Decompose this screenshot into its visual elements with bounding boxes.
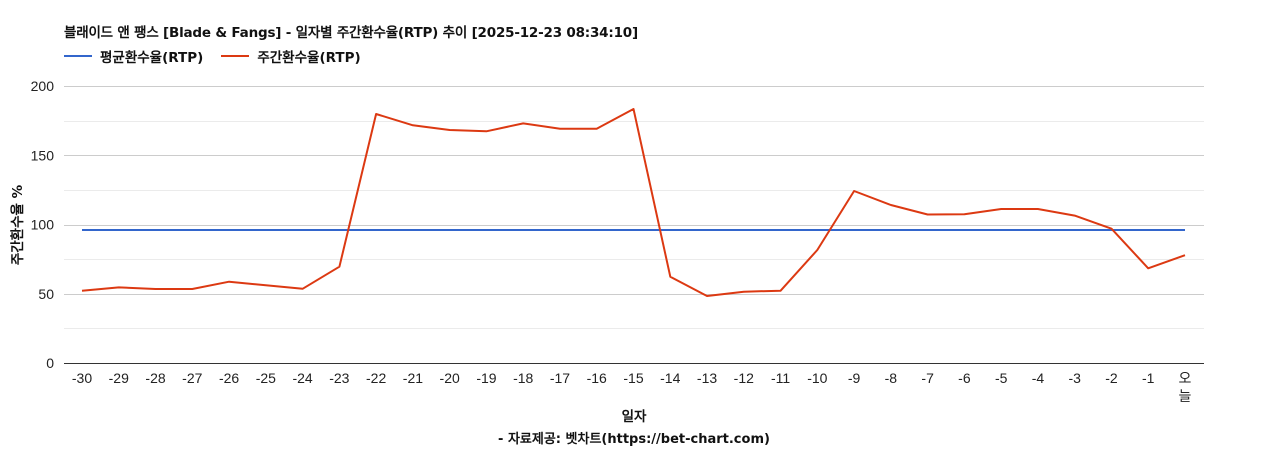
legend: 평균환수율(RTP) 주간환수율(RTP) (64, 46, 379, 66)
x-tick-label: -17 (550, 370, 570, 386)
series-line[interactable] (81, 108, 1186, 297)
data-source-credit: - 자료제공: 벳차트(https://bet-chart.com) (498, 432, 770, 447)
y-tick-label: 200 (31, 78, 55, 94)
x-tick-label: -29 (109, 370, 129, 386)
y-tick-label: 50 (38, 286, 54, 302)
x-tick-label: -24 (292, 370, 312, 386)
x-axis-label: 일자 (621, 409, 647, 425)
x-tick-label: -14 (660, 370, 680, 386)
legend-swatch-red-icon (221, 55, 250, 57)
x-tick-label: -1 (1142, 370, 1155, 386)
y-axis-ticks: 0 50 100 150 200 (31, 78, 55, 371)
x-tick-label: -7 (921, 370, 934, 386)
x-tick-label: -21 (403, 370, 423, 386)
y-tick-label: 150 (31, 147, 55, 163)
x-tick-label: -18 (513, 370, 533, 386)
x-tick-label: -16 (587, 370, 607, 386)
x-tick-label: -20 (440, 370, 460, 386)
x-tick-label: -26 (219, 370, 239, 386)
x-tick-label: -27 (182, 370, 202, 386)
data-series (81, 108, 1186, 297)
x-tick-label: -4 (1032, 370, 1045, 386)
x-axis-ticks: -30 -29 -28 -27 -26 -25 -24 -23 -22 -21 -20 -19 -18 -… (72, 370, 1192, 404)
legend-swatch-blue-icon (64, 55, 92, 57)
x-tick-label: -5 (995, 370, 1008, 386)
y-axis-label: 주간환수율 % (10, 184, 26, 266)
x-tick-label: -19 (476, 370, 496, 386)
x-tick-label: -12 (734, 370, 754, 386)
x-tick-label: -22 (366, 370, 386, 386)
x-tick-label: -6 (958, 370, 971, 386)
x-tick-label: -2 (1105, 370, 1118, 386)
x-tick-label: -3 (1068, 370, 1081, 386)
chart-title: 블래이드 앤 팽스 [Blade & Fangs] - 일자별 주간환수율(RT… (64, 25, 638, 41)
x-tick-label: -9 (848, 370, 861, 386)
x-tick-label: -8 (885, 370, 898, 386)
x-tick-label: -10 (807, 370, 827, 386)
x-tick-label: -30 (72, 370, 92, 386)
x-tick-label: -28 (145, 370, 165, 386)
x-tick-label: -13 (697, 370, 717, 386)
x-tick-label: -25 (256, 370, 276, 386)
legend-item-average-rtp[interactable]: 평균환수율(RTP) (64, 46, 203, 66)
y-tick-label: 0 (46, 355, 54, 371)
x-tick-label: -15 (623, 370, 643, 386)
x-tick-label: -11 (771, 370, 790, 386)
legend-label: 평균환수율(RTP) (100, 50, 204, 66)
legend-item-weekly-rtp[interactable]: 주간환수율(RTP) (221, 46, 361, 66)
gridlines (64, 86, 1204, 329)
legend-label: 주간환수율(RTP) (257, 50, 361, 66)
x-tick-label: -23 (329, 370, 349, 386)
y-tick-label: 100 (31, 217, 55, 233)
